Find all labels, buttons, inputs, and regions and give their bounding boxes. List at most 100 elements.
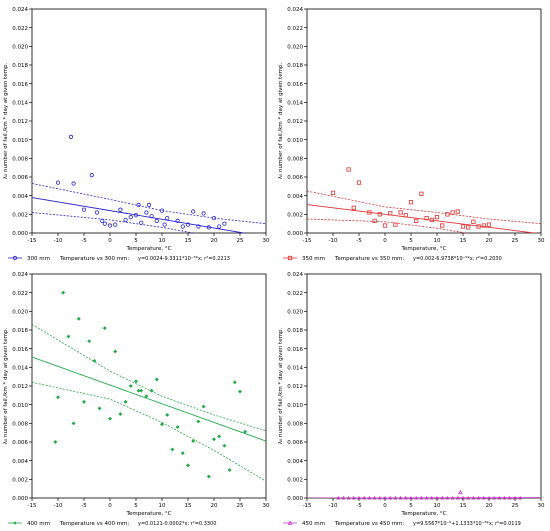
data-point-zero — [377, 495, 382, 500]
x-tick-label: 10 — [434, 503, 441, 509]
data-point-zero — [476, 495, 481, 500]
data-point-zero — [383, 495, 387, 500]
y-tick-label: 0.010 — [287, 138, 303, 144]
y-axis-label: λ₀ number of fail./km * day at given tem… — [278, 328, 284, 445]
x-tick-label: 20 — [486, 238, 493, 244]
data-point — [466, 225, 471, 230]
data-point — [144, 210, 149, 215]
data-point — [144, 394, 149, 399]
y-tick-label: 0.012 — [12, 384, 28, 390]
data-point — [408, 200, 414, 205]
plot-frame — [31, 273, 267, 499]
y-tick-label: 0.014 — [287, 366, 303, 372]
legend-equation: y=0.002-6.9738*10⁻⁵*x; r²=0.2030 — [413, 256, 502, 262]
data-point — [170, 447, 175, 452]
y-tick-label: 0.006 — [12, 440, 28, 446]
y-tick-label: 0.024 — [12, 272, 28, 278]
chart-panel-350mm: 0.000 0.002 0.004 0.006 0.008 0.010 0.012 0.014… — [278, 7, 545, 262]
regression-line — [32, 197, 247, 233]
y-tick-label: 0.002 — [287, 213, 303, 219]
data-point-zero — [414, 495, 419, 500]
data-point — [128, 383, 133, 389]
x-tick-label: 15 — [460, 238, 467, 244]
legend-equation: y=0.0024-9.3311*10⁻⁵*x; r²=0.2213 — [138, 256, 230, 262]
data-point — [55, 180, 61, 185]
data-point — [351, 205, 356, 210]
data-point — [398, 210, 403, 215]
y-tick-label: 0.020 — [12, 45, 28, 51]
data-point — [118, 411, 123, 417]
data-point — [419, 191, 424, 196]
data-point-zero — [372, 495, 377, 500]
plot-area — [32, 324, 266, 482]
x-tick-label: -10 — [329, 503, 338, 509]
data-point — [89, 173, 94, 178]
y-tick-label: 0.008 — [12, 422, 28, 428]
data-point — [372, 218, 377, 223]
data-point — [180, 224, 185, 229]
x-tick-label: 25 — [512, 503, 519, 509]
y-tick-label: 0.024 — [287, 272, 303, 278]
confidence-band-lower — [32, 212, 196, 233]
data-point — [217, 224, 222, 229]
legend-marker — [12, 255, 18, 261]
x-tick-label: 0 — [108, 238, 112, 244]
data-point — [81, 399, 87, 404]
data-point — [377, 212, 382, 217]
y-tick-label: 0.018 — [287, 328, 303, 334]
x-tick-label: 30 — [538, 503, 545, 509]
x-tick-label: -15 — [28, 503, 37, 509]
y-tick-label: 0.008 — [287, 422, 303, 428]
y-tick-label: 0.010 — [12, 403, 28, 409]
x-axis-label: Temperature, °C — [126, 246, 172, 252]
x-tick-label: 30 — [263, 503, 270, 509]
legend-equation: y=9.5567*10⁻⁶+1.1333*10⁻⁶*x; r²=0.0119 — [413, 521, 521, 527]
data-point — [185, 222, 191, 227]
data-point — [55, 395, 61, 400]
y-tick-label: 0.000 — [12, 231, 28, 237]
data-point — [175, 218, 180, 223]
data-point — [458, 489, 463, 495]
data-point-zero — [351, 495, 356, 500]
data-point — [382, 223, 388, 228]
data-point-zero — [409, 495, 413, 500]
data-point — [100, 218, 105, 223]
data-point-zero — [393, 495, 398, 500]
y-tick-label: 0.016 — [287, 347, 303, 353]
data-point — [356, 180, 362, 185]
data-point — [102, 221, 107, 226]
data-point — [146, 202, 152, 208]
y-tick-label: 0.018 — [287, 63, 303, 69]
legend-marker — [287, 520, 293, 525]
x-tick-label: 5 — [134, 503, 138, 509]
confidence-band-lower — [32, 381, 266, 482]
data-point-zero — [440, 495, 445, 500]
data-point-zero — [336, 495, 341, 500]
data-point-zero — [398, 495, 403, 500]
data-point-zero — [466, 495, 471, 500]
data-point — [227, 467, 232, 473]
data-point-zero — [341, 495, 346, 500]
x-tick-label: 5 — [409, 238, 413, 244]
y-tick-label: 0.014 — [12, 366, 28, 372]
confidence-band-upper — [32, 183, 266, 225]
data-point — [440, 223, 445, 228]
data-point — [149, 214, 154, 219]
y-tick-label: 0.000 — [287, 496, 303, 502]
x-tick-label: 0 — [108, 503, 112, 509]
x-tick-label: 10 — [159, 503, 166, 509]
y-tick-label: 0.016 — [12, 347, 28, 353]
data-point-zero — [445, 495, 450, 500]
data-point — [222, 443, 227, 448]
y-tick-label: 0.004 — [287, 194, 303, 200]
legend-label: Temperature vs 400 mm: — [59, 521, 129, 527]
data-point — [154, 218, 159, 223]
y-axis-label: λ₀ number of fail./km * day at given tem… — [3, 63, 9, 180]
legend-series-name: 350 mm — [302, 256, 325, 262]
data-point — [133, 379, 139, 384]
y-tick-label: 0.012 — [287, 119, 303, 125]
data-point — [455, 209, 460, 214]
y-tick-label: 0.012 — [12, 119, 28, 125]
y-tick-label: 0.014 — [287, 101, 303, 107]
data-point — [81, 207, 87, 212]
